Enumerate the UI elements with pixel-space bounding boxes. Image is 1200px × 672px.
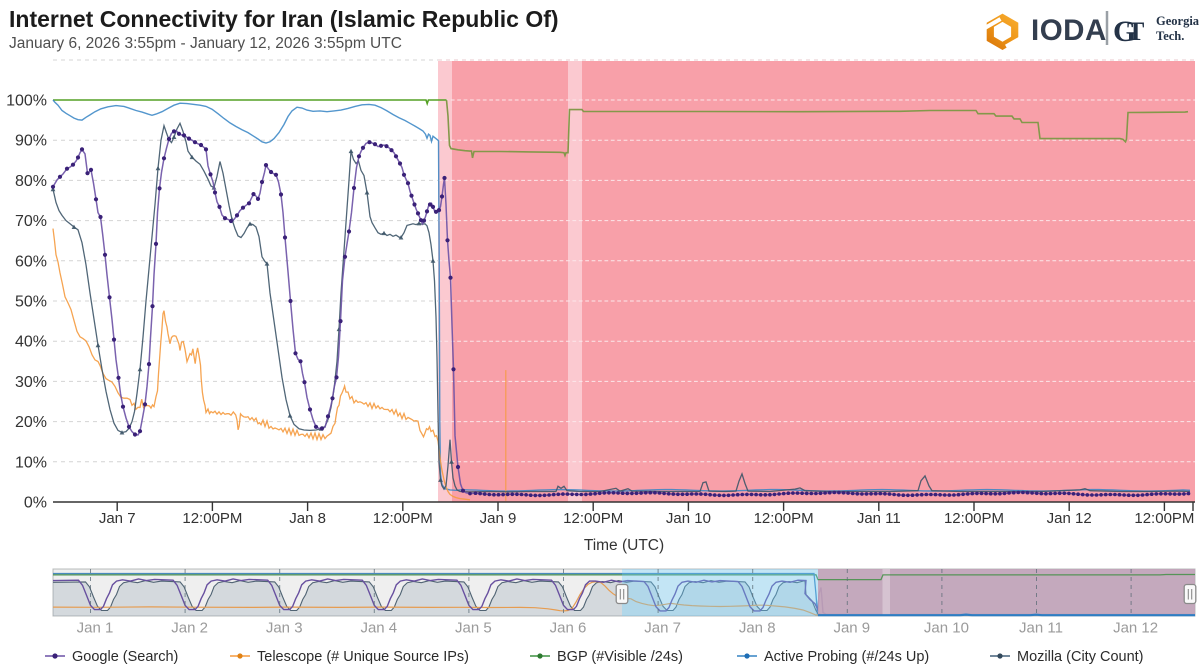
svg-text:Time (UTC): Time (UTC) (584, 537, 664, 554)
svg-text:Jan 4: Jan 4 (360, 620, 397, 637)
svg-text:Jan 7: Jan 7 (644, 620, 681, 637)
svg-text:12:00PM: 12:00PM (754, 510, 814, 527)
svg-text:80%: 80% (15, 173, 47, 190)
svg-text:30%: 30% (15, 374, 47, 391)
svg-text:12:00PM: 12:00PM (1134, 510, 1194, 527)
svg-text:Jan 8: Jan 8 (739, 620, 776, 637)
svg-text:Jan 12: Jan 12 (1113, 620, 1158, 637)
svg-text:Jan 7: Jan 7 (99, 510, 136, 527)
svg-text:Active Probing (#/24s Up): Active Probing (#/24s Up) (764, 649, 929, 665)
svg-text:10%: 10% (15, 454, 47, 471)
svg-text:Tech.: Tech. (1156, 29, 1184, 43)
svg-text:Mozilla (City Count): Mozilla (City Count) (1017, 649, 1144, 665)
svg-text:Jan 11: Jan 11 (857, 510, 901, 527)
svg-text:Jan 2: Jan 2 (171, 620, 208, 637)
svg-text:Georgia: Georgia (1156, 14, 1200, 28)
svg-text:Jan 10: Jan 10 (924, 620, 969, 637)
svg-text:Jan 9: Jan 9 (480, 510, 517, 527)
svg-text:100%: 100% (6, 93, 47, 110)
svg-text:Jan 8: Jan 8 (289, 510, 326, 527)
svg-text:0%: 0% (24, 495, 47, 512)
svg-text:Jan 1: Jan 1 (77, 620, 114, 637)
svg-text:BGP (#Visible /24s): BGP (#Visible /24s) (557, 649, 683, 665)
svg-text:T: T (1127, 17, 1144, 46)
svg-text:40%: 40% (15, 334, 47, 351)
svg-text:Telescope (# Unique Source IPs: Telescope (# Unique Source IPs) (257, 649, 469, 665)
svg-text:Jan 9: Jan 9 (833, 620, 870, 637)
svg-text:Jan 12: Jan 12 (1047, 510, 1092, 527)
svg-text:12:00PM: 12:00PM (563, 510, 623, 527)
svg-text:Jan 5: Jan 5 (455, 620, 492, 637)
svg-text:Jan 10: Jan 10 (666, 510, 711, 527)
svg-text:90%: 90% (15, 133, 47, 150)
svg-text:Google (Search): Google (Search) (72, 649, 178, 665)
svg-text:January 6, 2026 3:55pm - Janua: January 6, 2026 3:55pm - January 12, 202… (9, 35, 402, 52)
svg-text:Jan 3: Jan 3 (266, 620, 303, 637)
svg-text:12:00PM: 12:00PM (182, 510, 242, 527)
svg-text:IODA: IODA (1031, 14, 1107, 47)
svg-text:Jan 6: Jan 6 (550, 620, 587, 637)
svg-text:12:00PM: 12:00PM (373, 510, 433, 527)
svg-text:60%: 60% (15, 253, 47, 270)
svg-text:70%: 70% (15, 213, 47, 230)
svg-text:50%: 50% (15, 294, 47, 311)
svg-text:12:00PM: 12:00PM (944, 510, 1004, 527)
svg-text:Internet Connectivity for Iran: Internet Connectivity for Iran (Islamic … (9, 6, 559, 32)
svg-text:20%: 20% (15, 414, 47, 431)
svg-text:Jan 11: Jan 11 (1019, 620, 1063, 637)
svg-text:G: G (1113, 15, 1136, 48)
